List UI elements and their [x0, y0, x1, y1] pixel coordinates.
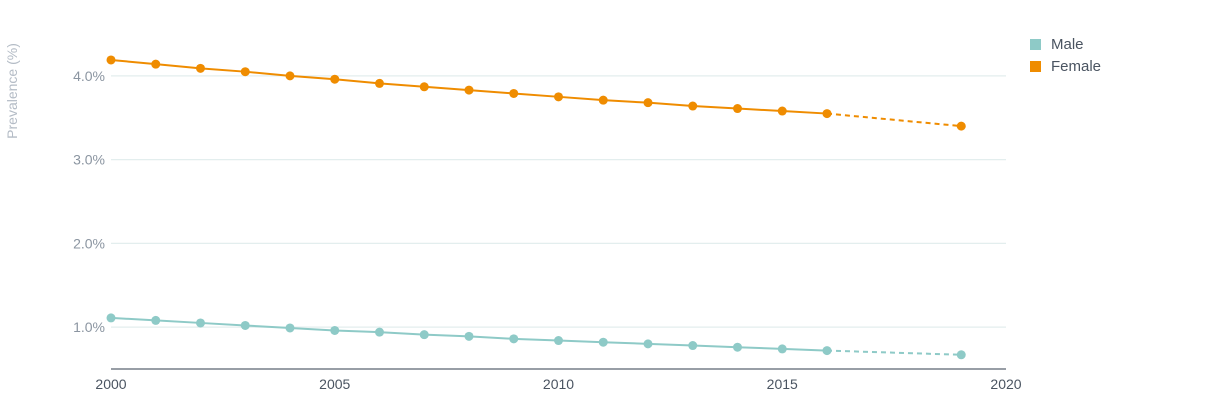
- data-point-male[interactable]: [956, 350, 966, 360]
- data-point-male[interactable]: [733, 342, 742, 352]
- data-point-male[interactable]: [643, 339, 653, 349]
- data-point-male[interactable]: [777, 344, 787, 354]
- data-point-female[interactable]: [956, 121, 966, 131]
- axes: 1.0% 2.0% 3.0% 4.0% 2000 2005 2010 2015 2020: [73, 68, 1022, 392]
- y-tick-label: 1.0%: [73, 319, 105, 335]
- data-point-male[interactable]: [196, 318, 205, 328]
- data-point-female[interactable]: [285, 71, 295, 81]
- legend-item-male[interactable]: Male: [1030, 33, 1101, 55]
- y-axis-label: Prevalence (%): [4, 43, 20, 139]
- data-point-female[interactable]: [688, 101, 698, 111]
- legend-label-female: Female: [1051, 57, 1102, 75]
- series-projection-male: [826, 349, 962, 356]
- data-point-female[interactable]: [419, 82, 429, 92]
- series-female: [106, 55, 966, 131]
- x-tick-label: 2015: [767, 376, 798, 392]
- data-point-male[interactable]: [240, 320, 250, 330]
- data-point-female[interactable]: [330, 74, 340, 84]
- x-tick-label: 2010: [543, 376, 574, 392]
- data-point-male[interactable]: [822, 346, 832, 356]
- legend-label-male: Male: [1051, 35, 1084, 53]
- x-tick-label: 2020: [990, 376, 1021, 392]
- x-tick-label: 2000: [95, 376, 126, 392]
- x-tick-label: 2005: [319, 376, 350, 392]
- legend-item-female[interactable]: Female: [1030, 55, 1101, 77]
- data-point-female[interactable]: [151, 59, 161, 69]
- data-point-male[interactable]: [375, 327, 384, 337]
- data-point-female[interactable]: [464, 85, 474, 95]
- data-point-female[interactable]: [643, 98, 653, 108]
- series: [106, 55, 966, 360]
- data-point-male[interactable]: [598, 337, 608, 347]
- data-point-male[interactable]: [509, 334, 519, 344]
- data-point-female[interactable]: [822, 109, 832, 119]
- data-point-female[interactable]: [106, 55, 116, 65]
- y-tick-label: 4.0%: [73, 68, 105, 84]
- grid-lines: [111, 75, 1006, 328]
- series-male: [106, 313, 966, 360]
- series-projection-female: [826, 112, 962, 128]
- data-point-male[interactable]: [464, 331, 474, 341]
- legend-swatch-male: [1030, 38, 1041, 50]
- data-point-female[interactable]: [375, 78, 384, 88]
- data-point-female[interactable]: [733, 104, 742, 114]
- data-point-male[interactable]: [330, 325, 340, 335]
- data-point-female[interactable]: [196, 63, 205, 73]
- data-point-female[interactable]: [240, 67, 250, 77]
- data-point-male[interactable]: [554, 336, 563, 346]
- y-tick-label: 3.0%: [73, 152, 105, 168]
- data-point-male[interactable]: [419, 330, 429, 340]
- data-point-male[interactable]: [151, 315, 161, 325]
- legend: Male Female: [1030, 33, 1101, 77]
- data-point-male[interactable]: [106, 313, 116, 323]
- data-point-female[interactable]: [598, 95, 608, 105]
- data-point-female[interactable]: [554, 92, 563, 102]
- data-point-male[interactable]: [688, 341, 698, 351]
- legend-swatch-female: [1030, 60, 1041, 72]
- data-point-female[interactable]: [777, 106, 787, 116]
- data-point-male[interactable]: [285, 323, 295, 333]
- y-tick-label: 2.0%: [73, 235, 105, 251]
- data-point-female[interactable]: [509, 88, 519, 98]
